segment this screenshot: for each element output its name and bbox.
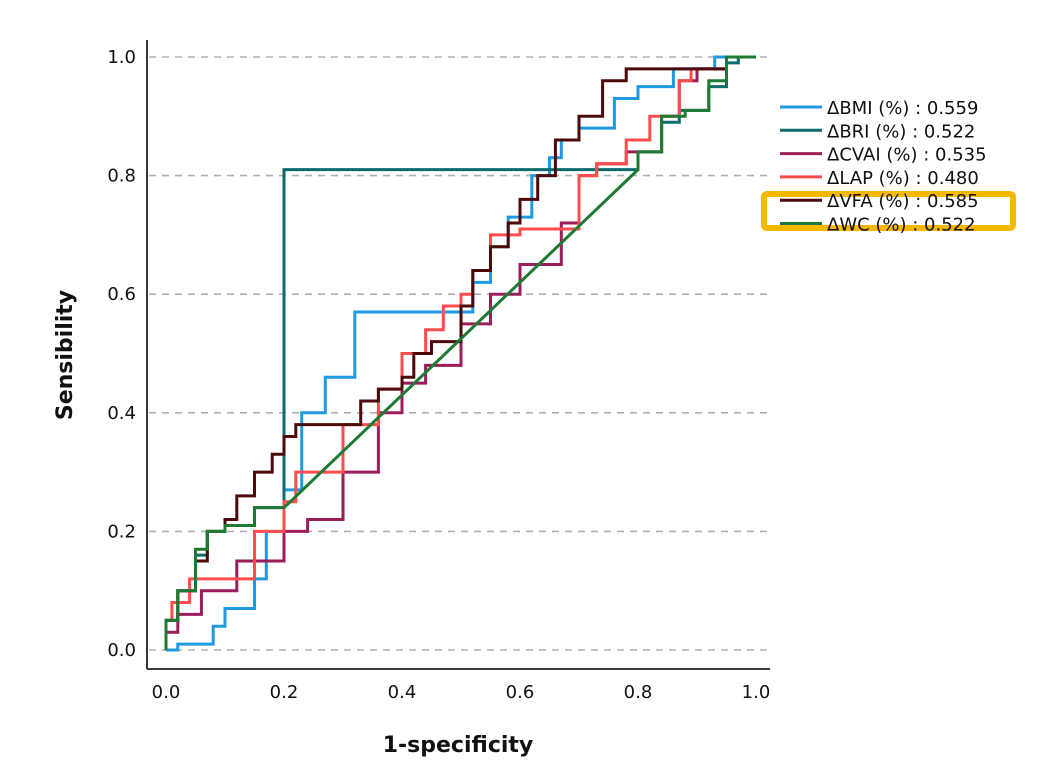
y-tick-label: 0.4	[107, 403, 136, 424]
legend-label: ΔBRI (%) : 0.522	[827, 121, 975, 142]
legend-label: ΔVFA (%) : 0.585	[827, 191, 979, 212]
x-tick-label: 1.0	[742, 682, 771, 703]
legend-item: ΔLAP (%) : 0.480	[780, 168, 979, 189]
x-tick-labels: 0.0 0.2 0.4 0.6 0.8 1.0	[152, 682, 771, 703]
legend-item: ΔBRI (%) : 0.522	[780, 121, 975, 142]
y-tick-label: 0.0	[107, 640, 136, 661]
y-tick-label: 0.6	[107, 284, 136, 305]
y-axis-title: Sensibility	[53, 290, 78, 420]
y-tick-label: 0.8	[107, 166, 136, 187]
legend-label: ΔWC (%) : 0.522	[827, 215, 976, 236]
x-tick-label: 0.6	[506, 682, 535, 703]
roc-curve-lap	[164, 55, 756, 650]
legend-label: ΔCVAI (%) : 0.535	[827, 145, 987, 166]
legend-highlight-box	[761, 191, 1016, 231]
legend-item: ΔVFA (%) : 0.585	[780, 191, 979, 212]
legend-item: ΔBMI (%) : 0.559	[780, 98, 978, 119]
x-tick-label: 0.2	[270, 682, 299, 703]
x-axis-title: 1-specificity	[383, 733, 534, 758]
legend-label: ΔLAP (%) : 0.480	[827, 168, 979, 189]
x-tick-label: 0.0	[152, 682, 181, 703]
legend-item: ΔWC (%) : 0.522	[780, 215, 976, 236]
roc-curve-wc	[164, 55, 756, 650]
y-tick-labels: 0.0 0.2 0.4 0.6 0.8 1.0	[107, 47, 136, 661]
legend-label: ΔBMI (%) : 0.559	[827, 98, 978, 119]
x-tick-label: 0.8	[624, 682, 653, 703]
roc-curve-vfa	[164, 55, 756, 650]
roc-curves	[164, 55, 756, 652]
y-tick-label: 0.2	[107, 521, 136, 542]
x-tick-label: 0.4	[388, 682, 417, 703]
legend-item: ΔCVAI (%) : 0.535	[780, 145, 987, 166]
y-tick-label: 1.0	[107, 47, 136, 68]
